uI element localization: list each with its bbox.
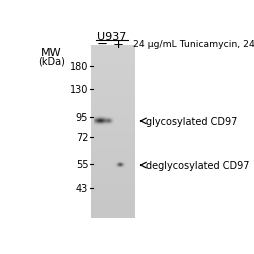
Text: +: + [113, 38, 123, 51]
Text: 55: 55 [75, 160, 88, 169]
Text: U937: U937 [97, 32, 126, 42]
Text: 95: 95 [75, 113, 88, 122]
Text: −: − [96, 38, 107, 51]
Text: 72: 72 [75, 132, 88, 142]
Text: 180: 180 [70, 62, 88, 72]
Text: MW: MW [41, 48, 62, 58]
Text: 130: 130 [70, 85, 88, 95]
Text: deglycosylated CD97: deglycosylated CD97 [145, 161, 248, 170]
Text: (kDa): (kDa) [38, 56, 65, 66]
Text: 24 μg/mL Tunicamycin, 24 hr: 24 μg/mL Tunicamycin, 24 hr [132, 40, 254, 49]
Text: glycosylated CD97: glycosylated CD97 [145, 116, 236, 126]
Text: 43: 43 [76, 183, 88, 193]
